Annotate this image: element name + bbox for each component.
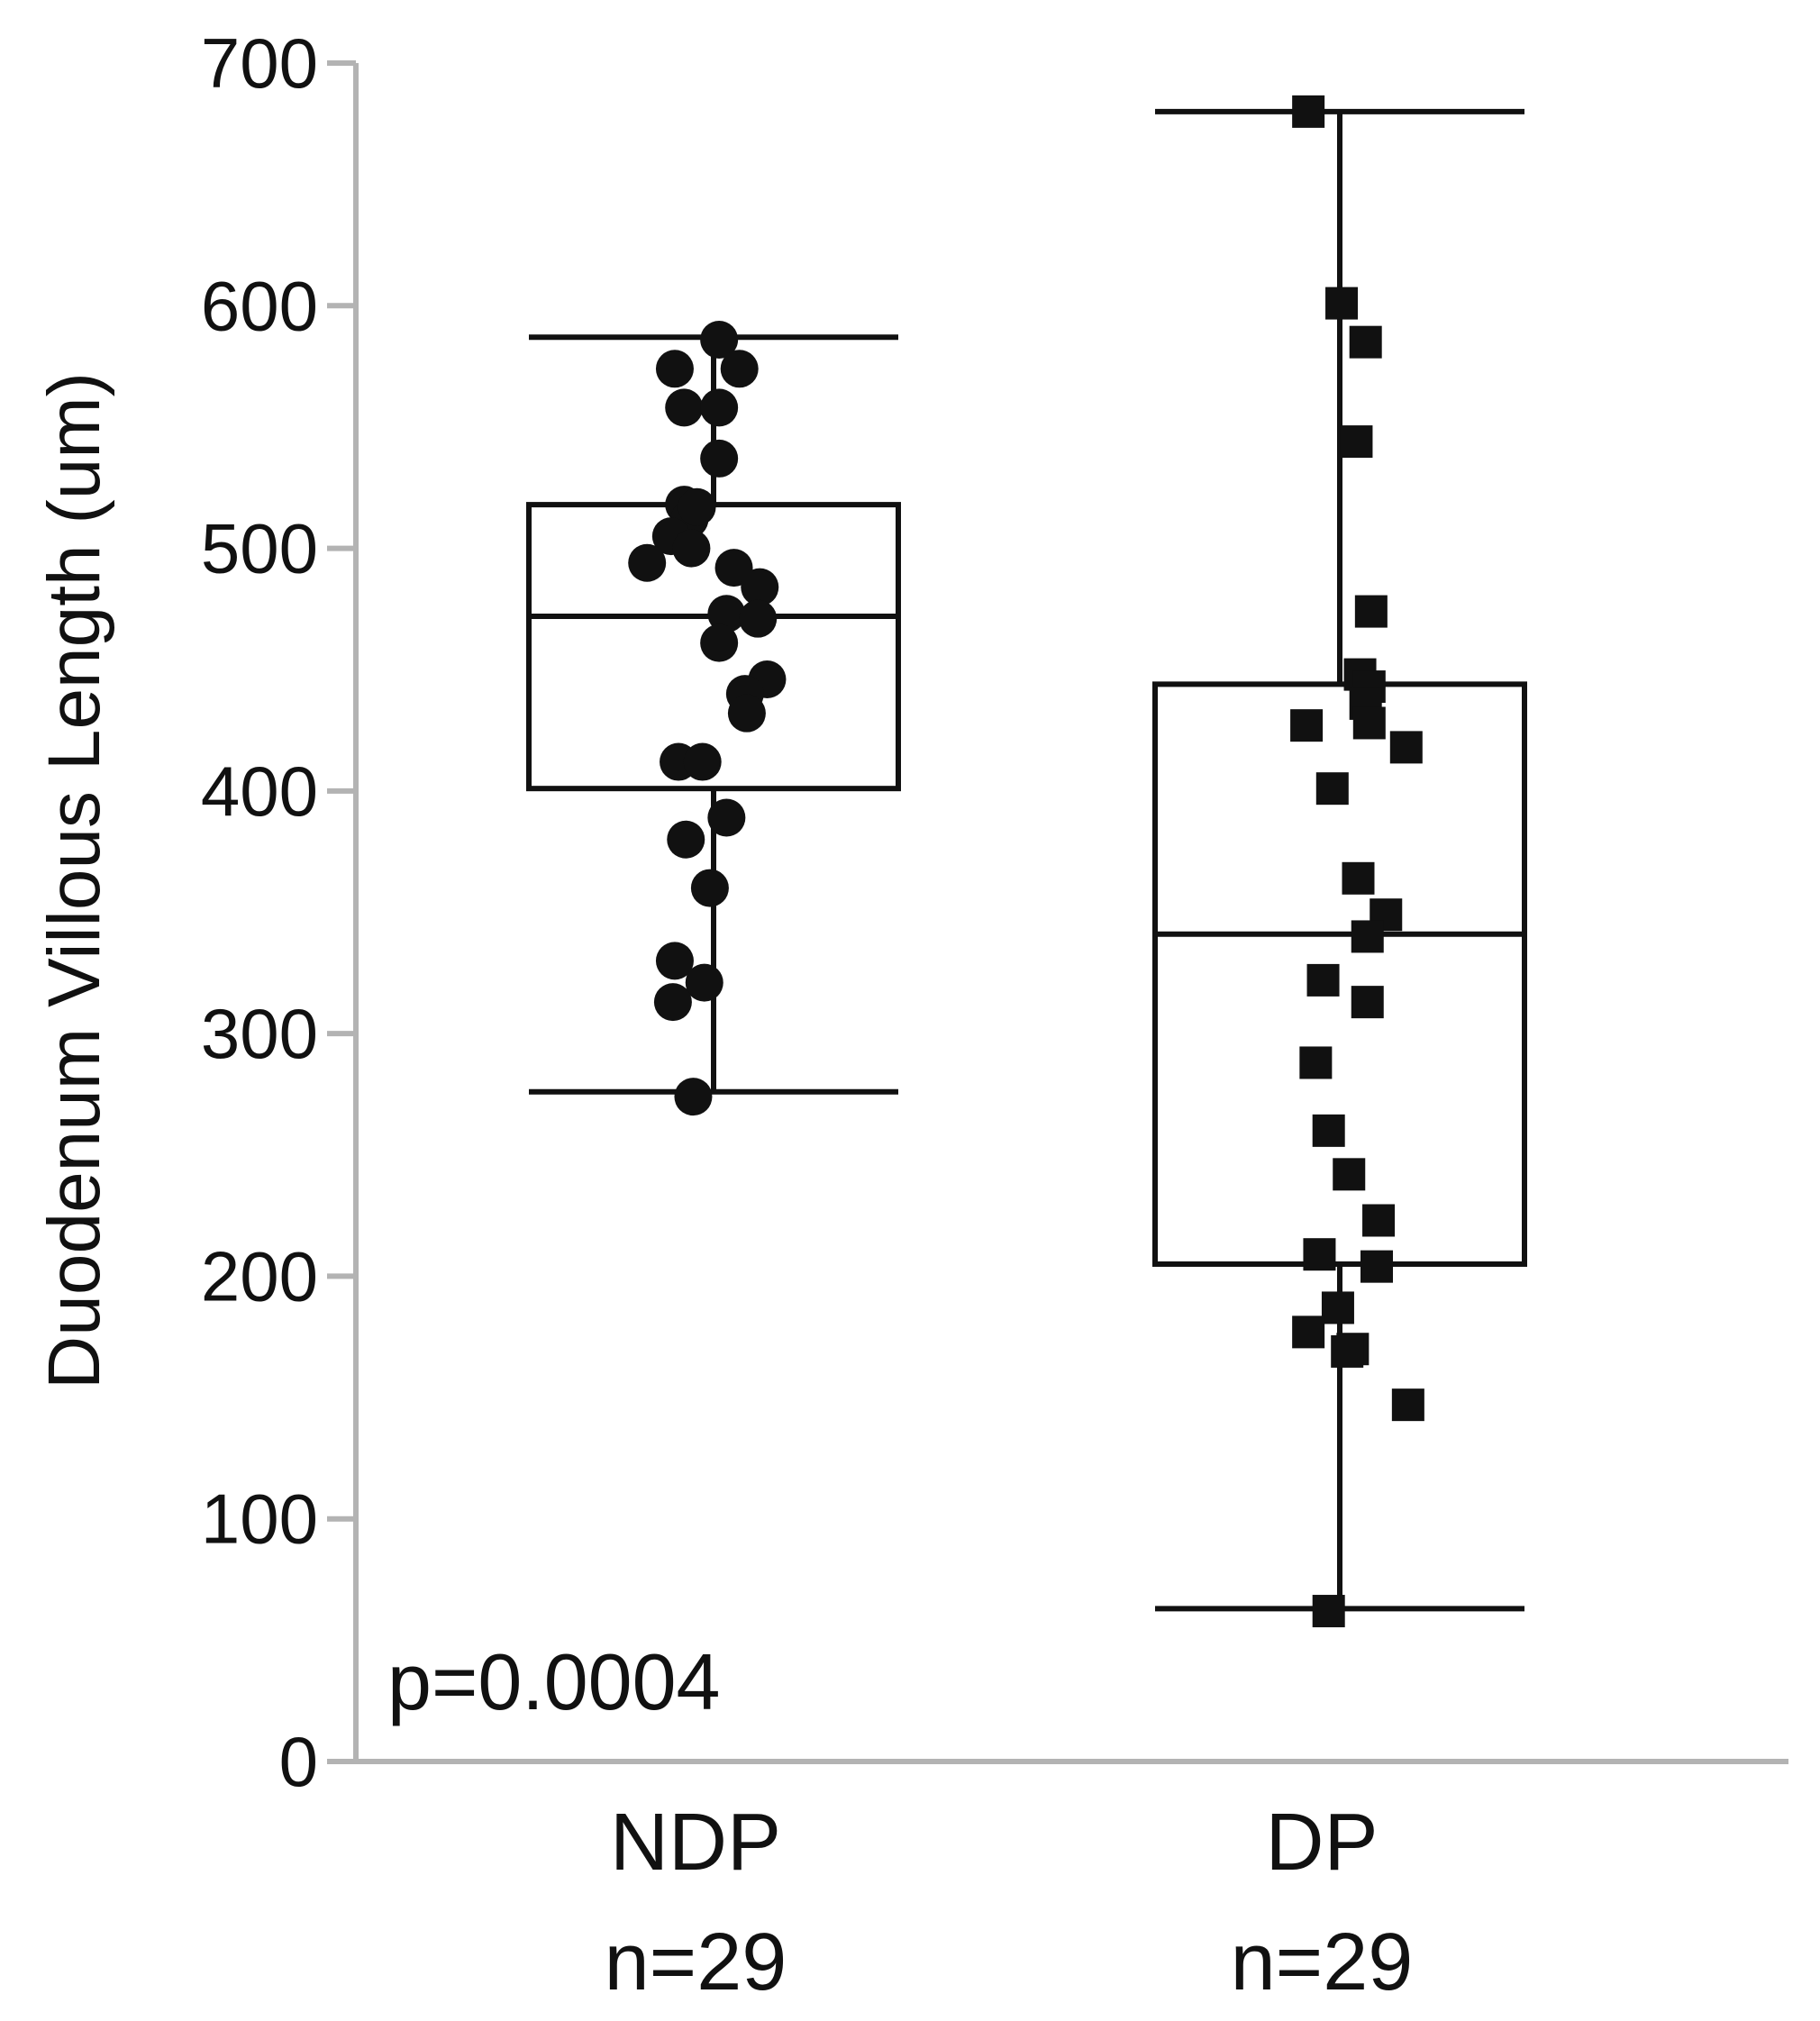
data-point: [1362, 1204, 1396, 1237]
data-point: [707, 595, 746, 633]
group-ndp: NDP n=29: [526, 320, 901, 2007]
data-point: [1333, 1158, 1366, 1191]
data-point: [1349, 325, 1382, 359]
data-point: [653, 983, 692, 1022]
y-tick-label: 600: [201, 266, 318, 345]
y-tick-label: 300: [201, 994, 318, 1073]
data-point: [707, 798, 746, 837]
data-point: [683, 742, 722, 781]
category-label: DP: [1265, 1798, 1378, 1888]
data-point: [1315, 772, 1349, 806]
data-point: [1389, 731, 1423, 764]
data-point: [714, 549, 753, 587]
data-point: [1303, 1238, 1336, 1271]
data-point: [1342, 861, 1375, 895]
p-value-annotation: p=0.0004: [387, 1637, 721, 1726]
data-point: [700, 624, 739, 662]
data-point: [1325, 287, 1359, 320]
data-point: [739, 599, 778, 638]
data-point: [1306, 963, 1340, 997]
data-point: [720, 350, 759, 388]
data-point: [1292, 1315, 1325, 1349]
y-axis-title: Duodenum Villous Length (um): [33, 372, 115, 1389]
data-point: [1292, 95, 1325, 128]
data-point: [665, 388, 704, 427]
y-ticks: 0 100 200 300 400 500 600 700: [201, 23, 356, 1801]
data-point: [1340, 425, 1373, 459]
category-label: NDP: [610, 1798, 781, 1888]
data-point: [1331, 1334, 1364, 1368]
axes: 0 100 200 300 400 500 600 700: [201, 23, 1788, 1801]
data-point: [1360, 1250, 1393, 1283]
data-point: [678, 487, 716, 526]
y-tick-label: 0: [279, 1722, 318, 1801]
data-point: [655, 350, 694, 388]
data-point: [672, 529, 711, 568]
sample-size-label: n=29: [605, 1917, 787, 2007]
data-point: [685, 963, 723, 1002]
group-dp: DP n=29: [1152, 95, 1527, 2007]
data-point: [741, 568, 779, 606]
data-point: [690, 869, 729, 907]
data-point: [700, 439, 739, 478]
y-tick-label: 400: [201, 751, 318, 831]
data-point: [1352, 706, 1386, 740]
data-point: [1321, 1291, 1354, 1325]
box-groups: NDP n=29 DP n=29: [526, 95, 1527, 2007]
data-point: [727, 694, 766, 733]
data-point: [1299, 1046, 1333, 1079]
y-tick-label: 200: [201, 1236, 318, 1315]
data-point: [1312, 1114, 1345, 1147]
y-tick-label: 100: [201, 1479, 318, 1559]
data-point: [628, 543, 667, 582]
data-point: [1351, 986, 1384, 1019]
data-point: [655, 942, 694, 980]
data-point: [1312, 1595, 1345, 1628]
data-point: [700, 388, 739, 427]
y-tick-label: 700: [201, 23, 318, 103]
data-point: [700, 320, 739, 359]
data-point: [1391, 1388, 1424, 1422]
sample-size-label: n=29: [1231, 1917, 1414, 2007]
y-tick-label: 500: [201, 509, 318, 588]
data-point: [1351, 920, 1384, 953]
data-point: [674, 1078, 713, 1116]
data-point: [667, 820, 705, 859]
data-point: [1290, 709, 1324, 742]
data-point: [1354, 595, 1388, 628]
